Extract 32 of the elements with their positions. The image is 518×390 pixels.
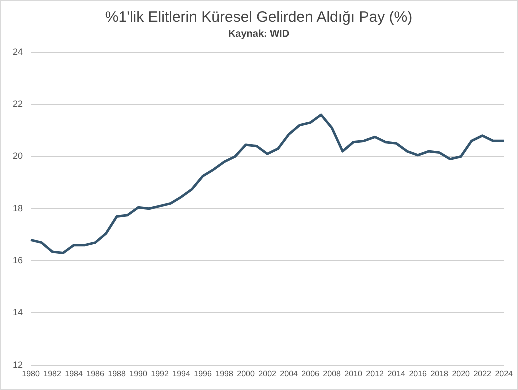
y-tick-label: 18 <box>12 203 24 214</box>
y-tick-label: 14 <box>12 308 24 318</box>
x-tick-label: 1998 <box>216 369 234 378</box>
x-tick-label: 2024 <box>495 369 514 378</box>
x-tick-label: 1992 <box>151 369 170 378</box>
x-tick-label: 1988 <box>108 369 126 378</box>
x-tick-label: 2006 <box>302 369 320 378</box>
x-tick-label: 2020 <box>452 369 471 378</box>
x-tick-label: 2014 <box>388 369 406 378</box>
x-tick-label: 2010 <box>344 369 364 378</box>
x-tick-label: 1982 <box>44 369 62 378</box>
x-tick-label: 2012 <box>366 369 385 378</box>
x-tick-label: 1994 <box>172 369 191 378</box>
x-tick-label: 1980 <box>22 369 40 378</box>
x-tick-label: 2018 <box>430 369 450 378</box>
x-tick-label: 1984 <box>65 369 84 378</box>
x-tick-label: 2016 <box>409 369 428 378</box>
x-tick-label: 2002 <box>258 369 278 378</box>
x-tick-label: 2000 <box>237 369 256 378</box>
x-tick-label: 1986 <box>86 369 105 378</box>
chart-title: %1'lik Elitlerin Küresel Gelirden Aldığı Pay (%) <box>104 9 414 26</box>
x-tick-label: 1996 <box>194 369 212 378</box>
y-tick-label: 16 <box>12 256 24 266</box>
x-tick-label: 2004 <box>280 369 299 378</box>
chart-subtitle: Kaynak: WID <box>227 29 291 40</box>
y-tick-label: 24 <box>12 46 24 57</box>
y-tick-label: 22 <box>12 99 24 110</box>
x-tick-label: 2008 <box>323 369 342 378</box>
y-tick-label: 12 <box>12 360 24 370</box>
y-tick-label: 20 <box>12 151 24 162</box>
x-tick-label: 1990 <box>130 369 148 378</box>
x-tick-label: 2022 <box>474 369 492 378</box>
